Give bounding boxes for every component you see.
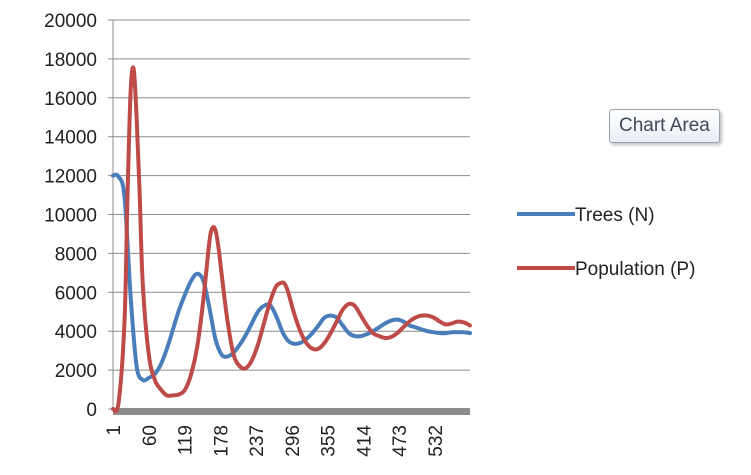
y-tick-label: 8000	[55, 244, 97, 265]
y-tick-label: 14000	[44, 128, 97, 149]
x-axis-line	[113, 408, 470, 415]
x-axis-band	[113, 408, 470, 415]
x-tick-label: 60	[140, 425, 161, 446]
y-tick-label: 2000	[55, 361, 97, 382]
y-tick-label: 6000	[55, 283, 97, 304]
y-tick-label: 18000	[44, 50, 97, 71]
series-lines[interactable]	[111, 65, 472, 414]
x-tick-label: 473	[390, 425, 411, 457]
legend-label: Trees (N)	[575, 205, 655, 226]
x-tick-label: 1	[104, 425, 125, 436]
x-tick-label: 532	[426, 425, 447, 457]
chart-area-tooltip: Chart Area	[609, 109, 720, 143]
y-tick-label: 16000	[44, 89, 97, 110]
legend: Trees (N) Population (P)	[517, 205, 695, 280]
x-tick-label: 237	[247, 425, 268, 457]
x-tick-label: 296	[283, 425, 304, 457]
gridlines	[108, 19, 470, 410]
y-tick-label: 4000	[55, 322, 97, 343]
legend-label: Population (P)	[575, 259, 695, 280]
x-tick-label: 119	[176, 425, 197, 455]
y-axis-tick-labels: 0 2000 4000 6000 8000 10000 12000 14000 16000 180…	[44, 11, 97, 421]
x-tick-label: 178	[211, 425, 232, 457]
x-tick-label: 414	[354, 425, 375, 457]
y-tick-label: 0	[86, 400, 97, 421]
y-tick-label: 20000	[44, 11, 97, 32]
series-line-trees[interactable]	[111, 172, 472, 383]
series-line-population[interactable]	[111, 65, 472, 414]
x-axis-tick-labels: 1 60 119 178 237 296 355 414 473 532	[104, 425, 447, 457]
y-tick-label: 10000	[44, 206, 97, 227]
y-tick-label: 12000	[44, 167, 97, 188]
x-tick-label: 355	[319, 425, 340, 457]
